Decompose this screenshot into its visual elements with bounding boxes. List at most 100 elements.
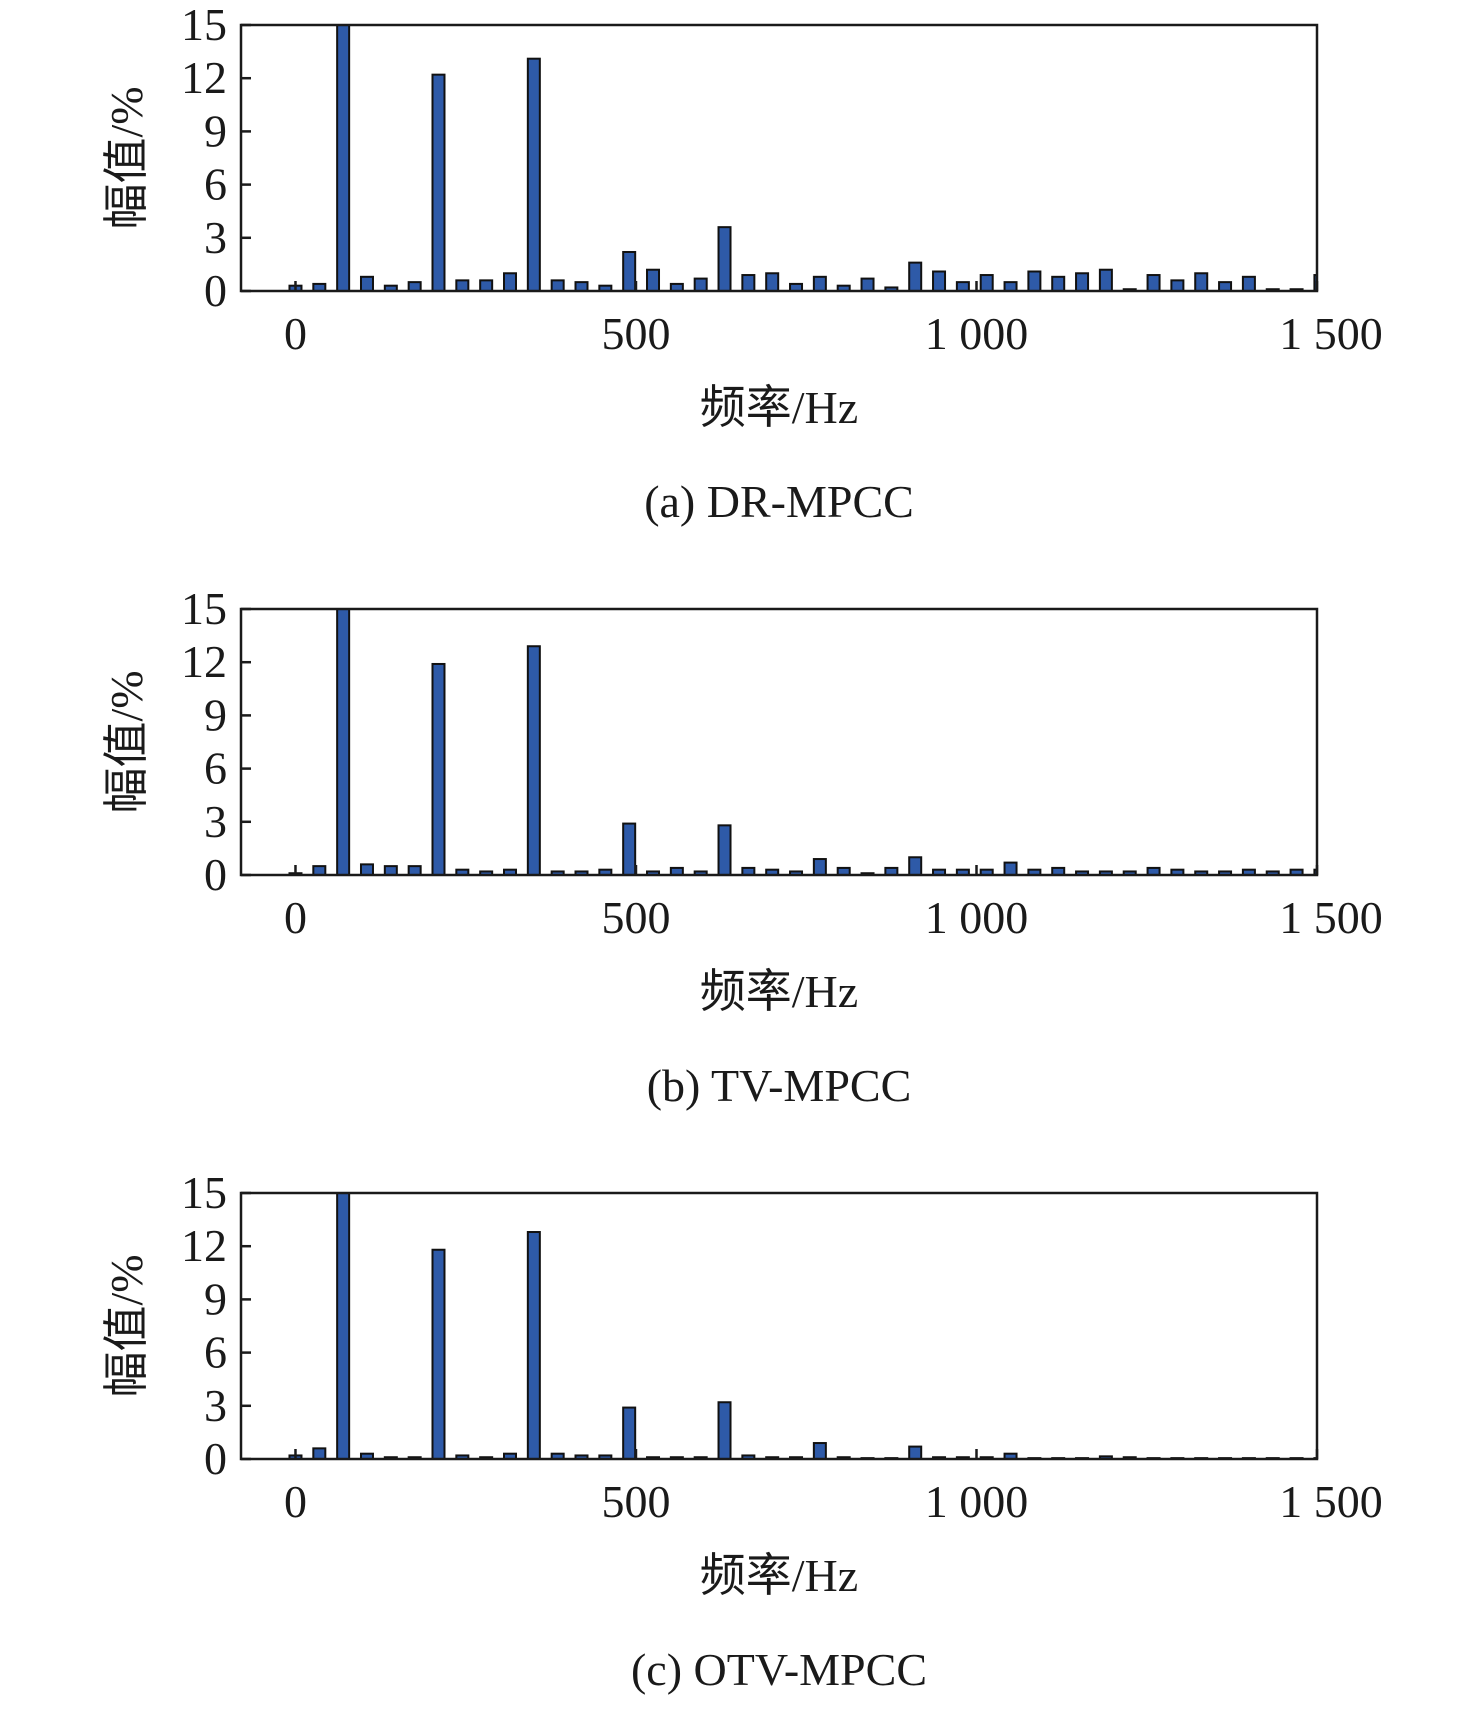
y-tick-label: 0 bbox=[204, 265, 227, 316]
bar bbox=[622, 1406, 637, 1460]
bar bbox=[359, 275, 374, 292]
plot-frame bbox=[239, 23, 1319, 293]
bar bbox=[908, 856, 923, 876]
bar bbox=[312, 865, 327, 876]
chart-caption: (c) OTV-MPCC bbox=[631, 1644, 927, 1695]
y-tick-label: 15 bbox=[181, 0, 227, 50]
bar bbox=[717, 824, 732, 876]
bar bbox=[908, 261, 923, 293]
bar bbox=[526, 1231, 541, 1460]
bar bbox=[1146, 274, 1161, 293]
x-tick-label: 1 000 bbox=[925, 1476, 1029, 1527]
y-axis-title: 幅值/% bbox=[101, 670, 152, 813]
bar bbox=[717, 226, 732, 293]
bar bbox=[336, 608, 351, 876]
bar bbox=[622, 822, 637, 876]
x-axis-title: 频率/Hz bbox=[700, 966, 858, 1017]
y-tick-label: 6 bbox=[204, 743, 227, 794]
chart-caption: (a) DR-MPCC bbox=[644, 476, 914, 527]
bar bbox=[526, 645, 541, 876]
bar bbox=[383, 865, 398, 876]
y-tick-label: 12 bbox=[181, 52, 227, 103]
y-tick-label: 3 bbox=[204, 1380, 227, 1431]
bar bbox=[860, 277, 875, 293]
x-axis-title: 频率/Hz bbox=[700, 382, 858, 433]
bar bbox=[312, 1447, 327, 1460]
chart-panel-b: 0 3 6 9 12 15 0 500 1 000 1 500 幅值/% 频率/Hz (b) TV-MP… bbox=[0, 584, 1476, 1144]
bar bbox=[1075, 272, 1090, 292]
bar bbox=[1170, 279, 1185, 292]
y-axis-title: 幅值/% bbox=[101, 1254, 152, 1397]
y-tick-label: 0 bbox=[204, 1433, 227, 1484]
bar bbox=[812, 275, 827, 292]
bar bbox=[336, 24, 351, 292]
x-tick-label: 1 000 bbox=[925, 892, 1029, 943]
y-tick-label: 9 bbox=[204, 1273, 227, 1324]
bar bbox=[932, 270, 947, 293]
bar bbox=[407, 281, 422, 292]
bars-b bbox=[288, 608, 1318, 877]
bar bbox=[908, 1445, 923, 1461]
bar bbox=[431, 662, 446, 877]
bar bbox=[336, 1192, 351, 1460]
x-tick-label: 0 bbox=[284, 892, 307, 943]
bar bbox=[741, 274, 756, 293]
x-axis-title: 频率/Hz bbox=[700, 1550, 858, 1601]
bar bbox=[1194, 272, 1209, 292]
bar bbox=[574, 281, 589, 292]
y-axis-title: 幅值/% bbox=[101, 86, 152, 229]
y-tick-label: 6 bbox=[204, 1327, 227, 1378]
bar bbox=[1218, 281, 1233, 292]
y-tick-label: 15 bbox=[181, 1168, 227, 1218]
chart-panel-a: 0 3 6 9 12 15 0 500 1 000 1 500 幅值/% 频率/Hz (a) DR-MP… bbox=[0, 0, 1476, 560]
bar bbox=[1051, 275, 1066, 292]
y-tick-label: 12 bbox=[181, 1220, 227, 1271]
chart-panel-c: 0 3 6 9 12 15 0 500 1 000 1 500 幅值/% 频率/Hz (c) OTV-M… bbox=[0, 1168, 1476, 1728]
bar bbox=[1098, 268, 1113, 293]
y-tick-label: 0 bbox=[204, 849, 227, 900]
y-tick-label: 9 bbox=[204, 105, 227, 156]
bar bbox=[979, 274, 994, 293]
y-tick-label: 9 bbox=[204, 689, 227, 740]
bar bbox=[622, 250, 637, 292]
plot-frame bbox=[239, 1191, 1319, 1461]
x-tick-label: 0 bbox=[284, 308, 307, 359]
x-tick-label: 500 bbox=[601, 308, 670, 359]
y-tick-label: 6 bbox=[204, 159, 227, 210]
x-tick-label: 1 500 bbox=[1279, 308, 1383, 359]
x-tick-label: 1 000 bbox=[925, 308, 1029, 359]
bar bbox=[526, 57, 541, 293]
bar bbox=[955, 281, 970, 292]
chart-caption: (b) TV-MPCC bbox=[647, 1060, 912, 1111]
x-tick-label: 1 500 bbox=[1279, 1476, 1383, 1527]
bar bbox=[431, 1248, 446, 1460]
bar bbox=[431, 73, 446, 292]
bar bbox=[479, 279, 494, 292]
plot-frame bbox=[239, 607, 1319, 877]
bar bbox=[503, 272, 517, 292]
bar bbox=[765, 272, 780, 292]
y-tick-label: 3 bbox=[204, 212, 227, 263]
bar bbox=[1241, 275, 1256, 292]
bar bbox=[693, 277, 708, 293]
bar bbox=[359, 863, 374, 876]
x-tick-label: 1 500 bbox=[1279, 892, 1383, 943]
bar bbox=[1003, 281, 1018, 292]
y-tick-label: 15 bbox=[181, 584, 227, 634]
bars-c bbox=[288, 1192, 1318, 1461]
bar bbox=[455, 279, 470, 292]
x-tick-label: 0 bbox=[284, 1476, 307, 1527]
bar bbox=[1027, 270, 1042, 293]
bars-a bbox=[288, 24, 1318, 293]
y-tick-label: 12 bbox=[181, 636, 227, 687]
bar bbox=[812, 858, 827, 877]
bar bbox=[646, 268, 661, 293]
bar bbox=[550, 279, 565, 292]
x-tick-label: 500 bbox=[601, 892, 670, 943]
bar bbox=[407, 865, 422, 876]
bar bbox=[1003, 861, 1018, 877]
y-tick-label: 3 bbox=[204, 796, 227, 847]
